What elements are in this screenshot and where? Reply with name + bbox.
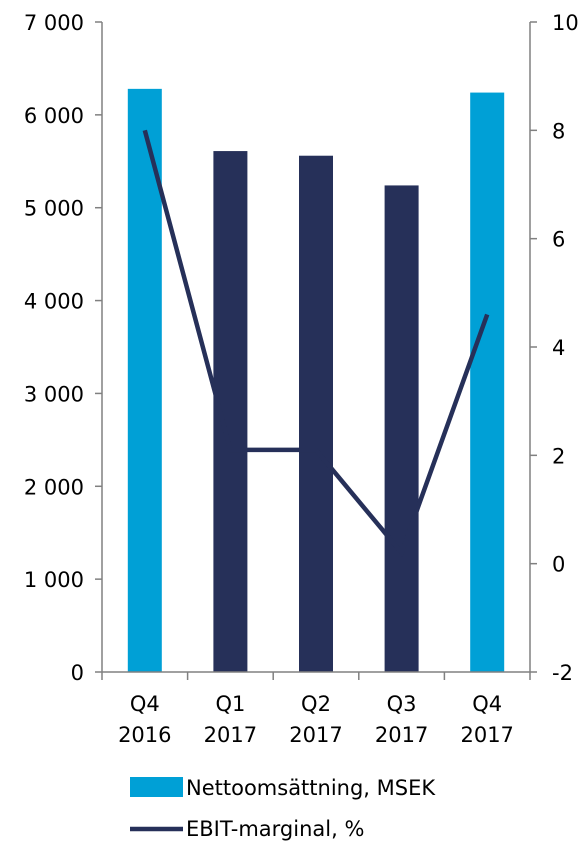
left-axis-tick-label: 7 000 bbox=[24, 11, 84, 35]
bar-4 bbox=[470, 92, 505, 673]
left-axis-tick-label: 5 000 bbox=[24, 197, 84, 221]
bar-2 bbox=[299, 155, 333, 672]
right-axis-tick-label: -2 bbox=[552, 661, 573, 685]
x-axis-tick-label: Q2 bbox=[301, 692, 331, 716]
x-axis-tick-label: 2017 bbox=[289, 723, 342, 747]
line-layer bbox=[142, 129, 490, 558]
axes-layer: 0 1 000 2 000 3 000 4 000 5 000 6 000 7 000 -2 0 2… bbox=[24, 11, 579, 747]
left-axis-tick-label: 4 000 bbox=[24, 290, 84, 314]
x-axis-tick-label: Q1 bbox=[215, 692, 245, 716]
right-axis-tick-label: 2 bbox=[552, 444, 565, 468]
left-axis-tick-label: 6 000 bbox=[24, 104, 84, 128]
x-axis-tick-label: 2017 bbox=[460, 723, 513, 747]
right-axis-tick-label: 8 bbox=[552, 119, 565, 143]
legend-swatch-net-sales bbox=[130, 777, 183, 797]
right-axis-tick-label: 0 bbox=[552, 553, 565, 577]
left-axis-tick-label: 2 000 bbox=[24, 475, 84, 499]
bar-3 bbox=[384, 185, 419, 672]
left-axis-tick-label: 3 000 bbox=[24, 382, 84, 406]
legend-label-ebit-margin: EBIT-marginal, % bbox=[186, 817, 364, 841]
x-axis-tick-label: Q3 bbox=[387, 692, 417, 716]
bar-0 bbox=[127, 88, 162, 673]
legend-label-net-sales: Nettoomsättning, MSEK bbox=[186, 776, 436, 800]
left-axis-tick-label: 0 bbox=[71, 661, 84, 685]
x-axis-tick-label: 2017 bbox=[204, 723, 257, 747]
right-axis-tick-label: 4 bbox=[552, 336, 565, 360]
x-axis-tick-label: 2016 bbox=[118, 723, 171, 747]
right-axis-tick-label: 6 bbox=[552, 228, 565, 252]
x-axis-tick-label: 2017 bbox=[375, 723, 428, 747]
left-axis-tick-label: 1 000 bbox=[24, 568, 84, 592]
legend: Nettoomsättning, MSEK EBIT-marginal, % bbox=[130, 776, 436, 841]
x-axis-tick-label: Q4 bbox=[472, 692, 502, 716]
right-axis-tick-label: 10 bbox=[552, 11, 579, 35]
x-axis-tick-label: Q4 bbox=[130, 692, 160, 716]
bars-layer bbox=[127, 88, 505, 673]
